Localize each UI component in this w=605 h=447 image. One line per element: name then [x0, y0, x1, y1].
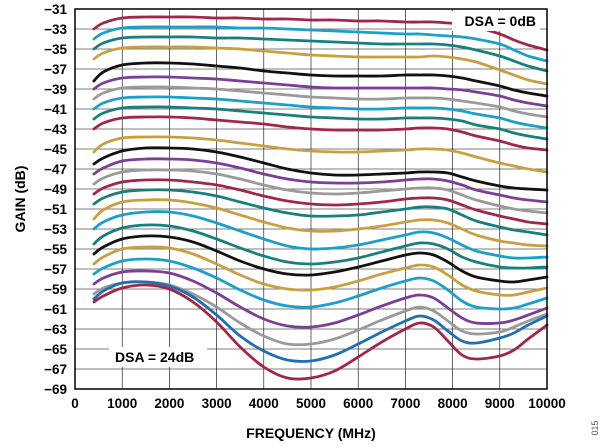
- y-tick-label: −49: [44, 182, 67, 197]
- y-tick-label: −55: [44, 242, 67, 257]
- y-axis-title: GAIN (dB): [12, 166, 28, 233]
- y-tick-label: −57: [44, 262, 67, 277]
- series-line-16: [92, 188, 549, 237]
- y-tick-label: −61: [44, 302, 67, 317]
- series-line-25: [92, 280, 549, 363]
- y-tick-label: −39: [44, 82, 67, 97]
- x-tick-label: 6000: [343, 396, 373, 411]
- x-tick-label: 2000: [154, 396, 184, 411]
- series-line-4: [92, 45, 549, 86]
- series-line-20: [92, 234, 549, 284]
- x-tick-label: 4000: [249, 396, 279, 411]
- y-tick-label: −59: [44, 282, 67, 297]
- series-line-11: [92, 135, 549, 174]
- y-tick-label: −43: [44, 122, 67, 137]
- figure-number: 015: [590, 420, 600, 435]
- series-line-7: [92, 85, 549, 119]
- series-line-13: [92, 157, 549, 204]
- annotation-dsa-0db-label: DSA = 0dB: [465, 13, 536, 29]
- series-line-15: [92, 178, 549, 226]
- y-tick-label: −45: [44, 142, 67, 157]
- series-line-3: [92, 35, 549, 73]
- series-line-18: [92, 210, 549, 260]
- annotation-dsa-24db: DSA = 24dB: [109, 347, 207, 367]
- plot-frame: [74, 8, 548, 390]
- series-line-9: [92, 105, 549, 141]
- series-line-12: [92, 146, 549, 192]
- y-tick-label: −47: [44, 162, 67, 177]
- annotation-background: [109, 347, 207, 367]
- y-tick-label: −53: [44, 222, 67, 237]
- y-tick-label: −31: [44, 2, 67, 17]
- series-line-21: [92, 245, 549, 297]
- y-tick-label: −35: [44, 42, 67, 57]
- y-tick-labels: −31 −33 −35 −37 −39 −41 −43 −45 −47 −49 −51 −53 −55 −…: [44, 2, 67, 397]
- y-tick-label: −51: [44, 202, 67, 217]
- x-tick-labels: 0 1000 2000 3000 4000 5000 6000 7000 8000 9000 100…: [71, 396, 566, 411]
- series-lines: [92, 15, 549, 381]
- y-tick-label: −37: [44, 62, 67, 77]
- series-line-14: [92, 168, 549, 215]
- series-line-10: [92, 115, 549, 152]
- x-tick-label: 8000: [438, 396, 468, 411]
- series-line-17: [92, 198, 549, 248]
- y-tick-label: −67: [44, 362, 67, 377]
- x-tick-label: 7000: [390, 396, 420, 411]
- y-tick-label: −33: [44, 22, 67, 37]
- series-line-5: [92, 61, 549, 98]
- series-line-23: [92, 269, 549, 329]
- x-tick-label: 5000: [296, 396, 326, 411]
- annotation-dsa-0db: DSA = 0dB: [452, 11, 540, 31]
- x-tick-label: 0: [71, 396, 79, 411]
- x-tick-label: 10000: [528, 396, 566, 411]
- y-tick-label: −65: [44, 342, 67, 357]
- annotation-background: [452, 11, 540, 31]
- series-line-19: [92, 223, 549, 270]
- x-tick-label: 1000: [107, 396, 137, 411]
- y-tick-label: −69: [44, 382, 67, 397]
- series-line-26: [92, 283, 549, 381]
- y-tick-label: −63: [44, 322, 67, 337]
- y-tick-label: −41: [44, 102, 67, 117]
- series-line-22: [92, 257, 549, 311]
- x-tick-label: 3000: [202, 396, 232, 411]
- x-axis-title: FREQUENCY (MHz): [246, 425, 376, 441]
- series-line-6: [92, 75, 549, 108]
- x-tick-label: 9000: [485, 396, 515, 411]
- series-line-2: [92, 25, 549, 63]
- series-line-8: [92, 95, 549, 130]
- annotation-dsa-24db-label: DSA = 24dB: [115, 349, 194, 365]
